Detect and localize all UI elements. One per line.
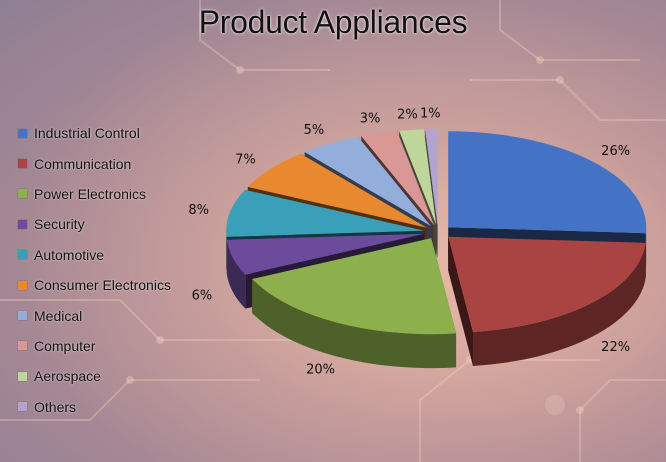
legend: Industrial Control Communication Power Ele… <box>18 118 171 422</box>
legend-swatch <box>18 219 27 229</box>
legend-label: Security <box>34 216 85 233</box>
legend-item: Industrial Control <box>18 118 171 148</box>
data-label: 8% <box>188 203 209 218</box>
legend-label: Others <box>34 398 77 415</box>
legend-label: Automotive <box>34 246 105 263</box>
legend-item: Others <box>18 392 171 422</box>
pie-slice-top <box>448 131 647 234</box>
chart-title: Product Appliances <box>198 4 468 40</box>
legend-label: Power Electronics <box>34 185 147 202</box>
pie-slice-side <box>226 239 246 309</box>
pie-slice-top <box>399 129 437 226</box>
legend-label: Computer <box>34 337 96 354</box>
legend-swatch <box>18 128 27 138</box>
legend-swatch <box>18 341 27 351</box>
data-label: 7% <box>235 152 256 167</box>
legend-swatch <box>18 311 27 321</box>
pie-slice-top <box>226 189 425 237</box>
legend-item: Medical <box>18 300 171 330</box>
legend-label: Medical <box>34 307 83 324</box>
legend-item: Automotive <box>18 240 171 270</box>
legend-swatch <box>18 250 27 260</box>
legend-item: Computer <box>18 331 171 361</box>
pie-slice <box>252 238 457 369</box>
legend-item: Power Electronics <box>18 179 171 209</box>
legend-swatch <box>18 280 27 290</box>
pie-slice-top <box>425 129 438 226</box>
pie-slice-top <box>252 238 457 335</box>
legend-swatch <box>18 371 27 381</box>
legend-label: Communication <box>34 155 132 172</box>
legend-swatch <box>18 159 27 169</box>
legend-label: Aerospace <box>34 368 101 385</box>
data-label: 22% <box>601 340 630 355</box>
pie-slice-side <box>473 242 646 367</box>
pie-slice-top <box>304 136 431 226</box>
legend-item: Communication <box>18 148 171 178</box>
legend-item: Consumer Electronics <box>18 270 171 300</box>
legend-swatch <box>18 402 27 412</box>
pie-slice <box>448 236 646 367</box>
pie-slice-top <box>226 233 425 275</box>
data-label: 26% <box>601 144 630 159</box>
pie-slice-top <box>361 130 435 226</box>
legend-label: Industrial Control <box>34 125 140 142</box>
legend-item: Aerospace <box>18 361 171 391</box>
data-label: 3% <box>360 111 381 126</box>
legend-item: Security <box>18 209 171 239</box>
data-label: 2% <box>397 108 418 123</box>
pie-slice-top <box>448 236 646 333</box>
pie-slice-side <box>252 279 457 369</box>
data-label: 1% <box>420 107 441 122</box>
data-label: 6% <box>192 288 213 303</box>
data-label: 5% <box>304 123 325 138</box>
pie-slice-wall <box>448 236 474 367</box>
legend-label: Consumer Electronics <box>34 277 171 294</box>
pie-slice-top <box>247 153 427 228</box>
legend-swatch <box>18 189 27 199</box>
data-label: 20% <box>306 363 335 378</box>
